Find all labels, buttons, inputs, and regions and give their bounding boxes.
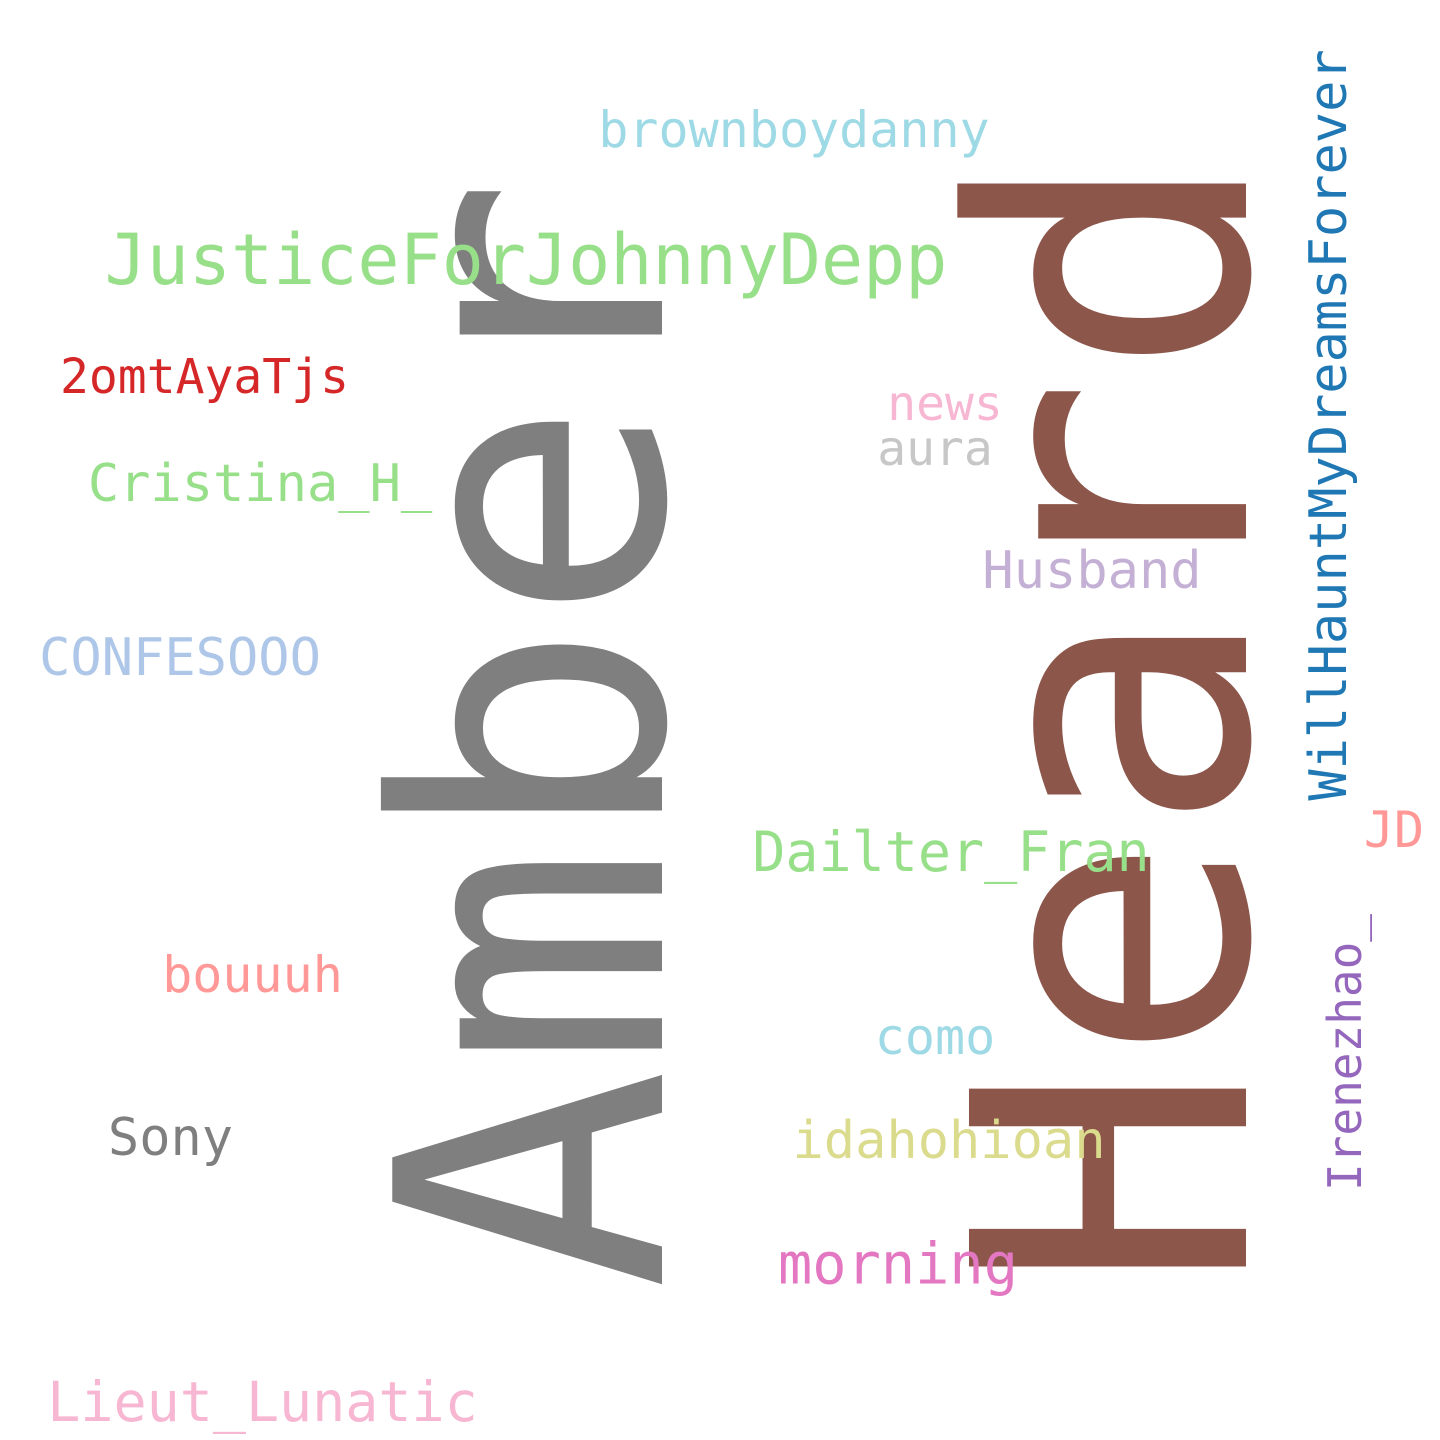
word-cristina-h: Cristina_H_ [87,454,433,514]
word-jd: JD [1363,801,1425,859]
word-brownboydanny: brownboydanny [598,101,990,159]
word-news: news [887,376,1003,432]
word-2omtayatjs: 2omtAyaTjs [60,349,349,405]
word-willhauntmydreamsforever: WillHauntMyDreamsForever [1299,49,1359,801]
word-idahohioan: idahohioan [792,1111,1106,1171]
word-bouuuh: bouuuh [162,946,343,1004]
word-amber: Amber [320,177,750,1291]
word-confesooo: CONFESOOO [39,628,321,688]
word-justiceforjohnnydepp: JusticeForJohnnyDepp [104,219,948,301]
word-irenezhao: Irenezhao_ [1318,914,1372,1191]
word-sony: Sony [107,1108,234,1168]
word-aura: aura [877,421,993,477]
word-dailter-fran: Dailter_Fran [752,820,1150,884]
word-husband: Husband [982,541,1202,601]
word-lieut-lunatic: Lieut_Lunatic [47,1370,478,1434]
word-morning: morning [778,1231,1018,1298]
word-como: como [874,1008,996,1066]
